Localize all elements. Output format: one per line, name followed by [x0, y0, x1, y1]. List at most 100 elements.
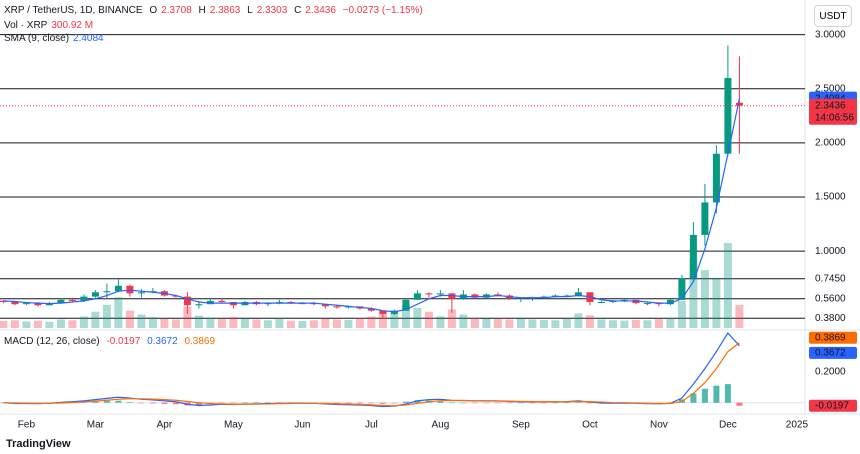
volume-bar	[631, 319, 640, 328]
ohlc-value: 2.3863	[209, 5, 241, 16]
volume-bar	[643, 320, 652, 328]
signal-tag-bg	[809, 331, 857, 344]
ohlc-key: O	[149, 5, 158, 16]
signal-value: 0.3869	[184, 336, 216, 347]
ohlc-value: 2.3303	[256, 5, 288, 16]
volume-bar	[505, 319, 514, 328]
volume-bar	[654, 319, 663, 328]
candle-body	[701, 202, 709, 235]
volume-label: Vol · XRP	[4, 20, 48, 31]
y-tick-label: 1.5000	[815, 192, 846, 203]
volume-bar	[137, 314, 146, 328]
volume-bar	[574, 313, 583, 328]
sma-label: SMA (9, close)	[4, 33, 70, 44]
candle-body	[195, 304, 203, 306]
volume-bar	[344, 319, 353, 328]
volume-bar	[493, 319, 502, 328]
histogram-bar	[379, 402, 386, 404]
x-tick-label: Mar	[87, 420, 105, 431]
candle-body	[367, 308, 375, 311]
x-tick-label: Apr	[157, 420, 173, 431]
histogram-bar	[494, 402, 501, 404]
candle-body	[712, 153, 720, 203]
histogram-bar	[471, 402, 478, 404]
y-tick-label: 2.0000	[815, 138, 846, 149]
y-tick-label: 0.5600	[815, 293, 846, 304]
histogram-bar	[264, 402, 271, 403]
y-tick-bg	[809, 244, 857, 259]
volume-bar	[562, 319, 571, 328]
volume-bar	[413, 307, 422, 328]
candle-body	[103, 291, 111, 293]
symbol: XRP / TetherUS, 1D, BINANCE	[4, 5, 143, 16]
histogram-bar	[517, 402, 524, 404]
ohlc-key: C	[294, 5, 302, 16]
histogram-bar	[195, 402, 202, 406]
volume-bar	[712, 277, 721, 328]
volume-bar	[677, 300, 686, 328]
volume-legend: Vol · XRP 300.92 M	[4, 20, 97, 31]
macd-value: 0.3672	[147, 336, 178, 347]
candle-body	[114, 285, 122, 292]
histogram-bar	[126, 402, 133, 403]
candle-body	[666, 299, 674, 305]
volume-bar	[217, 319, 226, 328]
y-tick-bg	[809, 271, 857, 286]
x-tick-label: Oct	[582, 420, 598, 431]
y-tick-label: 1.0000	[815, 246, 846, 257]
volume-bar	[332, 319, 341, 328]
volume-bar	[286, 320, 295, 328]
candle-body	[183, 296, 191, 306]
candle-body	[22, 303, 30, 305]
volume-bar	[252, 319, 261, 328]
candle-body	[402, 299, 410, 311]
currency-button[interactable]: USDT	[814, 5, 852, 27]
histogram-bar	[701, 388, 708, 403]
y-tick-label: 0.3800	[815, 313, 846, 324]
volume-bar	[10, 320, 19, 328]
volume-bar	[240, 318, 249, 328]
candle-body	[425, 293, 433, 295]
histogram-bar	[563, 402, 570, 404]
histogram-bar	[333, 402, 340, 404]
y-tick-bg	[809, 135, 857, 150]
candle-body	[724, 77, 732, 154]
candle-body	[218, 300, 226, 303]
histogram-bar	[437, 401, 444, 403]
histogram-bar	[391, 402, 398, 404]
candle-body	[11, 302, 19, 305]
macd-tag-bg	[809, 346, 857, 359]
volume-bar	[79, 316, 88, 328]
volume-bar	[171, 319, 180, 328]
histogram-bar	[586, 402, 593, 404]
volume-bar	[482, 318, 491, 328]
histogram-bar	[149, 402, 156, 404]
histogram-bar	[230, 402, 237, 404]
volume-bar	[401, 304, 410, 328]
histogram-bar	[402, 401, 409, 403]
histogram-bar	[690, 393, 697, 403]
histogram-bar	[241, 402, 248, 404]
volume-bar	[194, 315, 203, 328]
volume-bar	[470, 317, 479, 328]
y-tick-bg	[809, 291, 857, 306]
ohlc-value: 2.3708	[161, 5, 192, 16]
volume-bar	[436, 316, 445, 328]
volume-bar	[160, 318, 169, 328]
candle-body	[91, 292, 99, 297]
volume-bar	[700, 270, 709, 328]
volume-bar	[263, 320, 272, 328]
histogram-bar	[736, 402, 743, 406]
y-tick-label: 0.2000	[815, 366, 846, 377]
candle-body	[689, 234, 697, 279]
volume-bar	[689, 258, 698, 328]
x-tick-label: Feb	[18, 420, 36, 431]
y-tick-bg	[809, 190, 857, 205]
volume-bar	[45, 321, 54, 328]
candle-body	[436, 293, 444, 295]
histogram-bar	[253, 402, 260, 403]
candle-body	[137, 292, 145, 294]
price-tag	[809, 98, 857, 125]
volume-bar	[125, 310, 134, 328]
